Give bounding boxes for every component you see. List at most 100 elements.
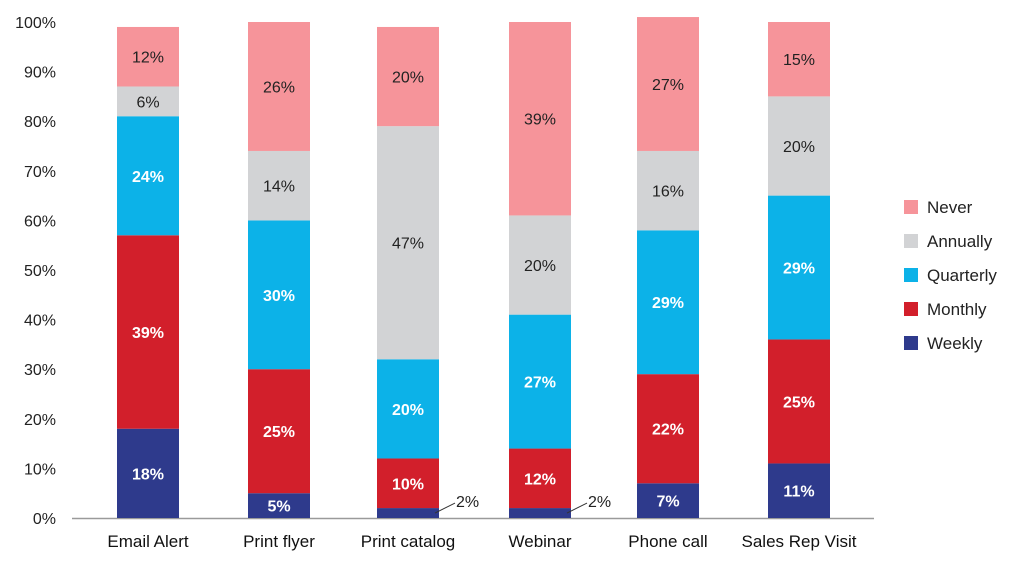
legend-swatch bbox=[904, 234, 918, 248]
data-label: 6% bbox=[136, 94, 159, 111]
legend-swatch bbox=[904, 302, 918, 316]
bar-segment-quarterly bbox=[637, 230, 699, 375]
bar-segment-never bbox=[509, 22, 571, 216]
legend-swatch bbox=[904, 336, 918, 350]
bar-stack bbox=[377, 26, 439, 518]
y-tick-label: 20% bbox=[24, 412, 56, 429]
data-label: 22% bbox=[652, 422, 684, 439]
data-label: 29% bbox=[783, 261, 815, 278]
y-tick-label: 0% bbox=[33, 511, 56, 528]
bar-segment-weekly bbox=[768, 463, 830, 518]
legend-swatch bbox=[904, 200, 918, 214]
bar-segment-annually bbox=[377, 126, 439, 360]
data-label: 7% bbox=[656, 494, 679, 511]
legend-item-monthly: Monthly bbox=[904, 300, 987, 319]
bar-segment-quarterly bbox=[248, 220, 310, 370]
bar-stack bbox=[248, 22, 310, 518]
x-tick-label: Sales Rep Visit bbox=[742, 532, 857, 551]
bar-segment-annually bbox=[248, 150, 310, 221]
y-tick-label: 100% bbox=[15, 15, 56, 32]
bar-stack bbox=[509, 22, 571, 518]
legend-label: Quarterly bbox=[927, 266, 997, 285]
data-label: 18% bbox=[132, 466, 164, 483]
data-label: 20% bbox=[392, 402, 424, 419]
y-tick-label: 30% bbox=[24, 362, 56, 379]
bar-segment-monthly bbox=[509, 448, 571, 509]
data-label: 12% bbox=[524, 471, 556, 488]
bar-segment-monthly bbox=[248, 369, 310, 494]
bar-segment-annually bbox=[509, 215, 571, 315]
y-tick-label: 60% bbox=[24, 213, 56, 230]
bar-segment-annually bbox=[637, 150, 699, 231]
bar-segment-annually bbox=[768, 96, 830, 196]
bar-segment-weekly bbox=[509, 508, 571, 518]
bar-segment-monthly bbox=[768, 339, 830, 464]
legend-item-weekly: Weekly bbox=[904, 334, 983, 353]
bar-segment-never bbox=[377, 26, 439, 127]
x-tick-label: Email Alert bbox=[107, 532, 189, 551]
x-tick-label: Print catalog bbox=[361, 532, 456, 551]
bar-stack bbox=[637, 17, 699, 518]
data-label: 25% bbox=[783, 394, 815, 411]
data-label: 10% bbox=[392, 476, 424, 493]
legend-label: Monthly bbox=[927, 300, 987, 319]
bar-stack bbox=[768, 22, 830, 518]
data-label: 27% bbox=[652, 77, 684, 94]
bar-segment-quarterly bbox=[117, 116, 179, 236]
data-label: 29% bbox=[652, 295, 684, 312]
data-label: 30% bbox=[263, 288, 295, 305]
data-label: 25% bbox=[263, 424, 295, 441]
x-tick-label: Phone call bbox=[628, 532, 707, 551]
data-label: 39% bbox=[524, 112, 556, 129]
data-label: 16% bbox=[652, 184, 684, 201]
y-tick-label: 90% bbox=[24, 65, 56, 82]
data-label: 15% bbox=[783, 52, 815, 69]
bar-segment-monthly bbox=[117, 235, 179, 429]
bar-segment-never bbox=[117, 26, 179, 87]
legend-label: Weekly bbox=[927, 334, 983, 353]
data-label: 11% bbox=[783, 484, 814, 501]
x-tick-label: Webinar bbox=[509, 532, 572, 551]
bars-layer bbox=[117, 17, 830, 518]
bar-segment-monthly bbox=[637, 374, 699, 484]
y-tick-label: 40% bbox=[24, 313, 56, 330]
data-label: 2% bbox=[588, 494, 611, 511]
bar-segment-weekly bbox=[637, 483, 699, 518]
y-tick-label: 80% bbox=[24, 114, 56, 131]
legend-label: Never bbox=[927, 198, 973, 217]
x-tick-label: Print flyer bbox=[243, 532, 315, 551]
data-label: 14% bbox=[263, 179, 295, 196]
data-label: 24% bbox=[132, 169, 164, 186]
data-label: 20% bbox=[783, 139, 815, 156]
bar-segment-never bbox=[768, 22, 830, 97]
bar-segment-quarterly bbox=[768, 195, 830, 340]
data-labels-layer: 18% 39% 24% 6% 12% 5% 25% 30% 14% 26% 2% 10% 20% 47% 2… bbox=[132, 50, 815, 516]
y-tick-label: 70% bbox=[24, 164, 56, 181]
bar-segment-annually bbox=[117, 86, 179, 117]
bar-segment-never bbox=[248, 22, 310, 151]
legend-item-quarterly: Quarterly bbox=[904, 266, 997, 285]
bar-segment-weekly bbox=[117, 428, 179, 518]
data-label: 27% bbox=[524, 375, 556, 392]
data-label-leader bbox=[566, 502, 588, 514]
legend-item-never: Never bbox=[904, 198, 973, 217]
data-label-leader bbox=[434, 502, 456, 514]
data-label: 26% bbox=[263, 79, 295, 96]
legend-swatch bbox=[904, 268, 918, 282]
data-label: 5% bbox=[267, 499, 290, 516]
bar-segment-monthly bbox=[377, 458, 439, 509]
legend-label: Annually bbox=[927, 232, 993, 251]
bar-segment-quarterly bbox=[377, 359, 439, 459]
data-label: 39% bbox=[132, 325, 164, 342]
legend-item-annually: Annually bbox=[904, 232, 993, 251]
data-label: 2% bbox=[456, 494, 479, 511]
bar-stack bbox=[117, 26, 179, 518]
y-tick-label: 10% bbox=[24, 461, 56, 478]
legend: Never Annually Quarterly Monthly Weekly bbox=[904, 198, 997, 353]
data-label: 12% bbox=[132, 50, 164, 67]
bar-segment-never bbox=[637, 17, 699, 151]
data-label: 20% bbox=[392, 70, 424, 87]
bar-segment-weekly bbox=[377, 508, 439, 518]
